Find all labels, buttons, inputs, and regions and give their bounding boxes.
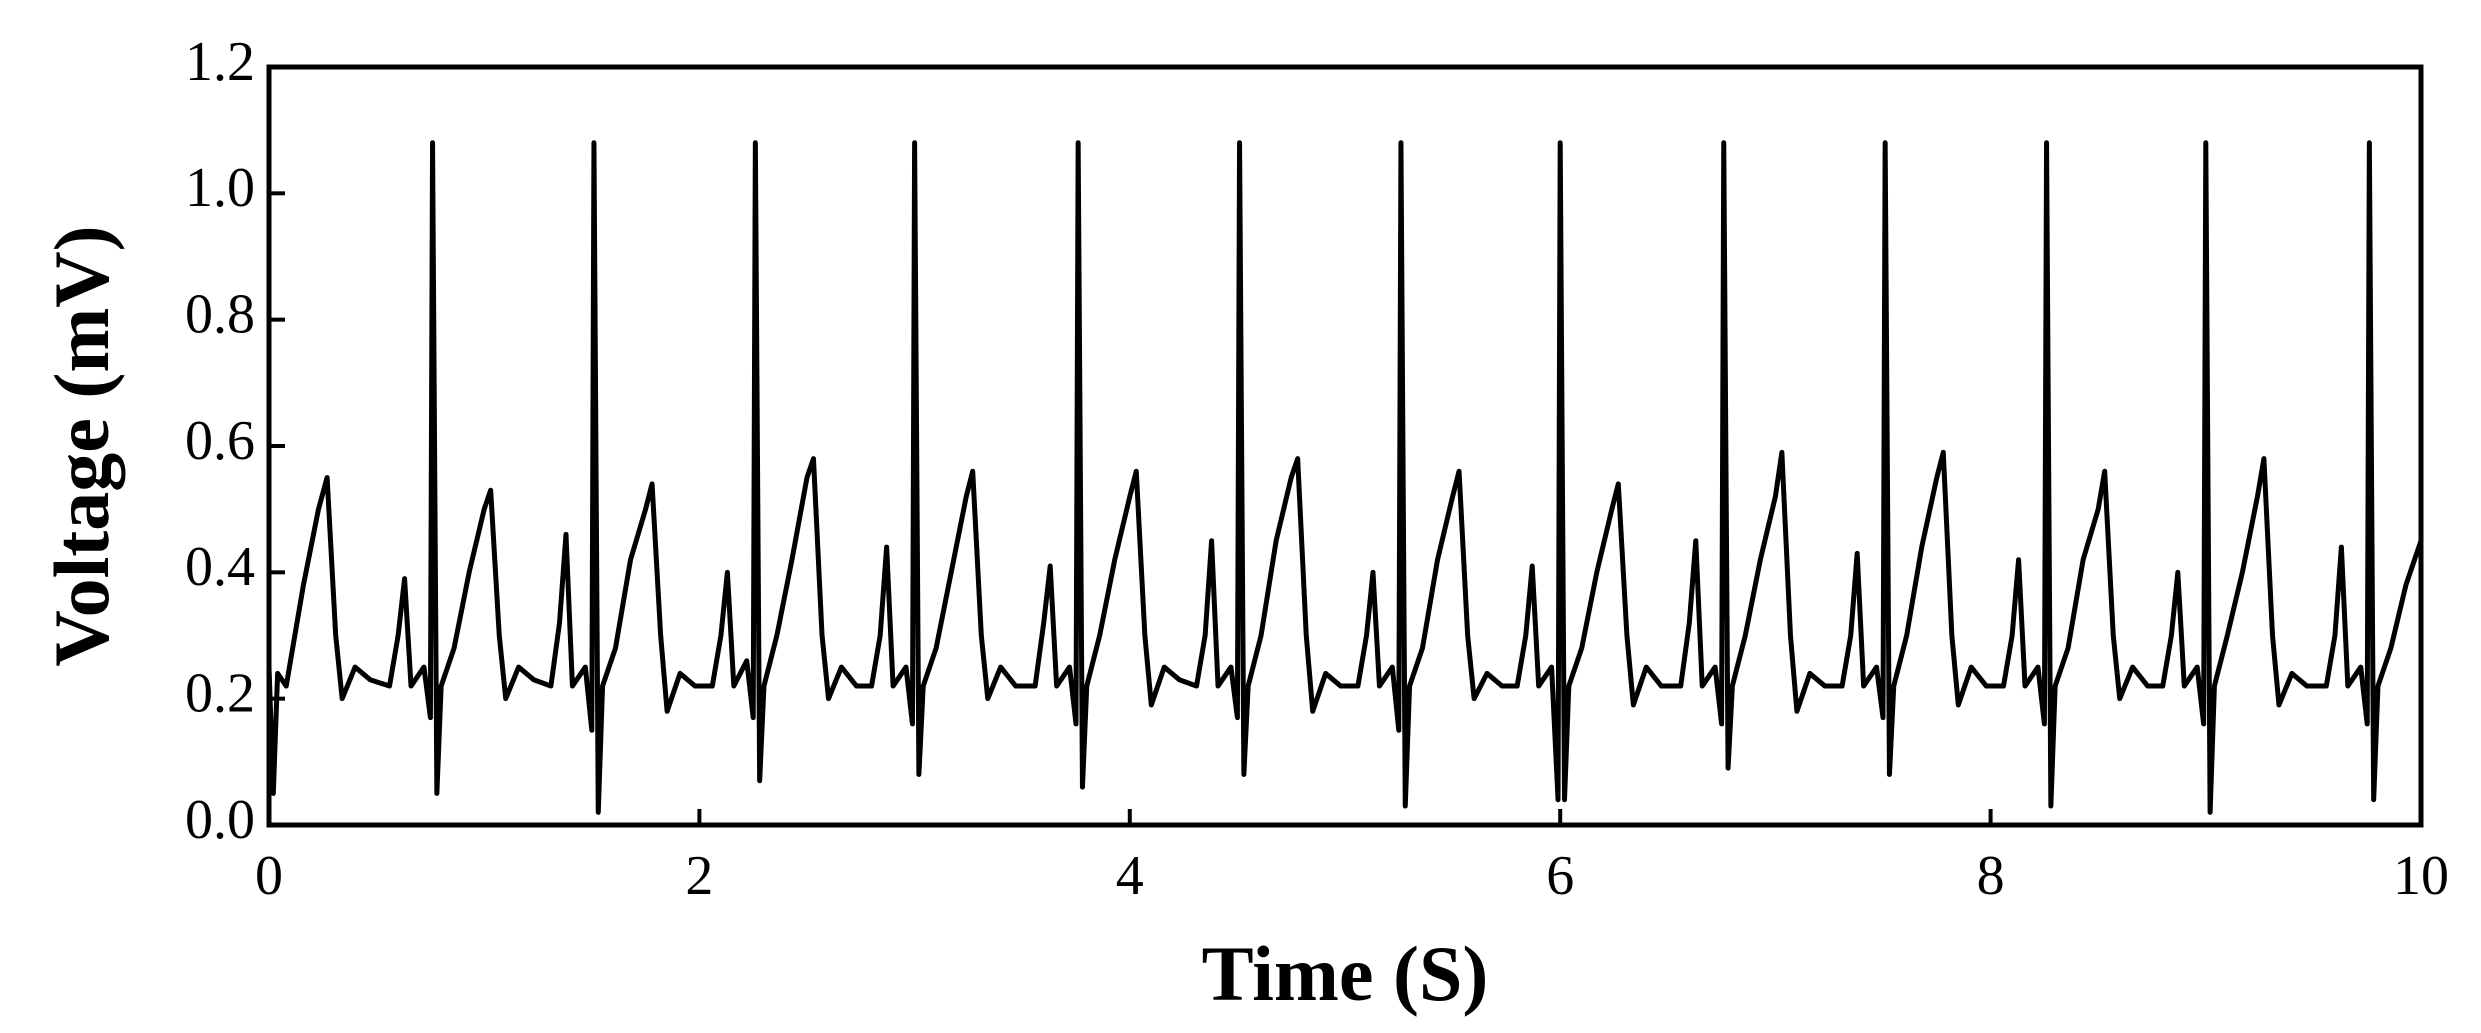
y-tick-label: 0.6 [185, 410, 255, 472]
x-tick-label: 8 [1977, 845, 2005, 907]
x-axis-title: Time (S) [1202, 930, 1489, 1017]
y-tick-label: 0.0 [185, 789, 255, 851]
x-tick-label: 4 [1116, 845, 1144, 907]
y-tick-label: 0.4 [185, 536, 255, 598]
x-tick-label: 2 [685, 845, 713, 907]
y-tick-label: 0.8 [185, 284, 255, 346]
x-tick-label: 6 [1546, 845, 1574, 907]
plot-frame [266, 64, 2424, 828]
y-tick-label: 0.2 [185, 663, 255, 725]
y-axis-title: Voltage (mV) [38, 225, 125, 666]
y-tick-label: 1.0 [185, 157, 255, 219]
y-tick-label: 1.2 [185, 31, 255, 93]
x-tick-label: 10 [2393, 845, 2449, 907]
series-line [266, 140, 2424, 815]
x-tick-label: 0 [255, 845, 283, 907]
